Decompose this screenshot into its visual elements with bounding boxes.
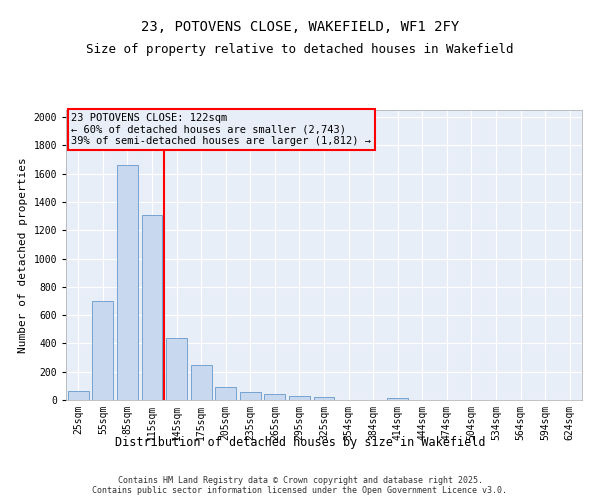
Bar <box>68 391 89 400</box>
Bar <box>240 392 261 400</box>
Bar <box>314 397 334 400</box>
Text: Size of property relative to detached houses in Wakefield: Size of property relative to detached ho… <box>86 42 514 56</box>
Text: Contains HM Land Registry data © Crown copyright and database right 2025.
Contai: Contains HM Land Registry data © Crown c… <box>92 476 508 495</box>
Bar <box>191 364 212 400</box>
Text: 23 POTOVENS CLOSE: 122sqm
← 60% of detached houses are smaller (2,743)
39% of se: 23 POTOVENS CLOSE: 122sqm ← 60% of detac… <box>71 113 371 146</box>
Bar <box>117 165 138 400</box>
Bar <box>166 338 187 400</box>
Bar <box>215 388 236 400</box>
Text: Distribution of detached houses by size in Wakefield: Distribution of detached houses by size … <box>115 436 485 449</box>
Text: 23, POTOVENS CLOSE, WAKEFIELD, WF1 2FY: 23, POTOVENS CLOSE, WAKEFIELD, WF1 2FY <box>141 20 459 34</box>
Bar <box>142 214 163 400</box>
Bar <box>289 396 310 400</box>
Bar <box>387 398 408 400</box>
Y-axis label: Number of detached properties: Number of detached properties <box>18 157 28 353</box>
Bar <box>92 301 113 400</box>
Bar <box>265 394 286 400</box>
